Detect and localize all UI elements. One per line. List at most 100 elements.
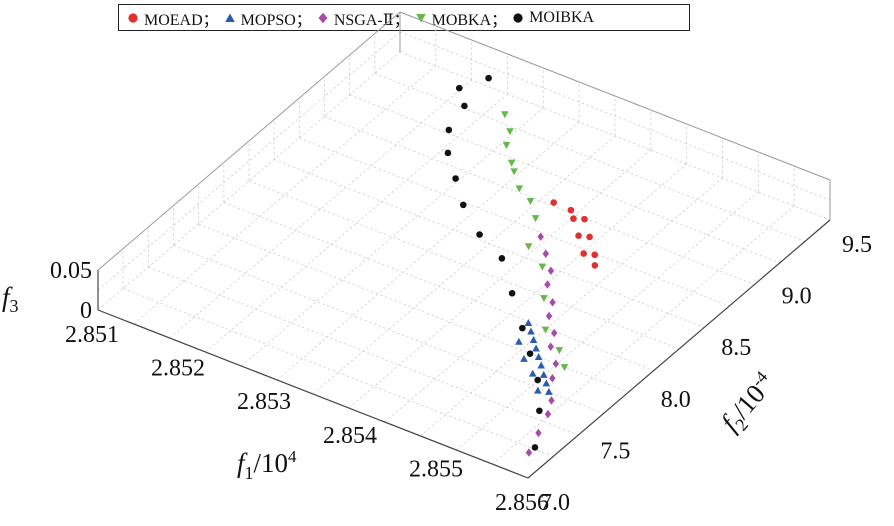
data-point-mopso (545, 387, 553, 395)
data-point-moead (567, 206, 575, 214)
data-point-moibka (534, 376, 542, 384)
data-point-moibka (498, 255, 506, 262)
data-point-nsga (542, 249, 549, 258)
data-point-mobka (540, 295, 548, 303)
floor-grid-line (241, 107, 544, 367)
side-top-edge (399, 11, 831, 181)
data-point-mopso (529, 336, 538, 343)
svg-text:f2/10-4: f2/10-4 (714, 367, 784, 440)
data-point-mopso (515, 337, 523, 345)
back-wall-grid-line (97, 31, 401, 291)
data-point-mopso (528, 369, 537, 377)
data-point-nsga (535, 428, 542, 438)
floor-grid-line (384, 163, 687, 423)
x-axis-label: f1/104 (237, 447, 297, 483)
grid (97, 12, 831, 479)
y-tick-label: 7.0 (540, 490, 570, 516)
data-point-nsga (548, 396, 555, 405)
y-axis-label: f2/10-4 (714, 367, 784, 440)
y-tick-label: 9.0 (782, 284, 812, 310)
x-tick-label: 2.855 (409, 456, 463, 482)
x-tick-label: 2.854 (323, 423, 377, 449)
data-point-moibka (459, 201, 467, 209)
data-points (444, 74, 599, 457)
floor-grid-line (456, 191, 759, 451)
data-point-mopso (524, 318, 533, 326)
floor-grid-line (198, 223, 629, 393)
y-tick-label: 8.0 (661, 387, 691, 413)
data-point-mobka (531, 215, 540, 223)
data-point-mopso (532, 344, 540, 352)
data-point-mobka (510, 168, 518, 176)
data-point-mobka (538, 263, 547, 271)
data-point-moibka (445, 126, 453, 134)
floor-grid-line (374, 73, 805, 242)
data-point-moibka (476, 231, 483, 238)
floor-grid-line (223, 202, 654, 371)
data-point-nsga (552, 359, 560, 368)
data-point-moibka (508, 289, 516, 297)
data-point-mopso (520, 354, 528, 362)
green-down-triangle-marker-icon (415, 13, 426, 22)
legend-label-nsga2: NSGA-Ⅱ； (333, 11, 410, 29)
data-point-mobka (526, 198, 535, 206)
data-point-moibka (485, 74, 492, 82)
data-point-nsga (544, 280, 551, 289)
data-point-nsga (545, 311, 553, 321)
side-wall-grid-line (399, 31, 831, 201)
y-tick-label: 9.5 (842, 232, 872, 258)
data-point-moead (591, 262, 599, 269)
floor-grid-line (299, 137, 730, 307)
legend-label-moead: MOEAD； (144, 11, 219, 29)
data-point-moibka (531, 444, 539, 451)
floor-grid-line (148, 266, 579, 436)
legend-item-nsga2: NSGA-Ⅱ； (317, 6, 410, 30)
axes-frame (97, 11, 831, 479)
legend-label-mobka: MOBKA； (431, 11, 508, 29)
blue-triangle-marker-icon (224, 13, 235, 22)
data-point-moibka (526, 350, 534, 357)
data-point-moead (570, 215, 577, 222)
x-axis-line (97, 309, 529, 479)
data-point-moead (580, 250, 587, 257)
floor-grid-line (274, 159, 705, 328)
data-point-moead (581, 215, 588, 223)
legend: MOEAD； MOPSO； NSGA-Ⅱ； MOBKA； MOIBKA (118, 4, 690, 31)
data-point-mobka (515, 185, 524, 193)
data-point-mopso (537, 361, 545, 369)
data-point-nsga (549, 298, 556, 307)
floor-grid-line (349, 94, 780, 264)
data-point-mopso (534, 353, 543, 361)
data-point-mopso (542, 379, 551, 387)
x-tick-label: 2.856 (495, 490, 549, 516)
data-point-mobka (541, 326, 550, 334)
legend-item-moead: MOEAD； (127, 6, 219, 30)
legend-item-mopso: MOPSO； (224, 6, 312, 30)
data-point-moibka (444, 149, 452, 157)
data-point-mobka (501, 111, 509, 119)
floor-grid-line (348, 149, 652, 409)
data-point-moibka (461, 102, 468, 110)
black-circle-marker-icon (513, 12, 523, 23)
data-point-mobka (507, 159, 516, 167)
back-top-edge (97, 11, 401, 271)
y-axis-line (527, 219, 831, 479)
data-point-moibka (455, 84, 463, 92)
legend-item-moibka: MOIBKA (512, 9, 594, 27)
data-point-mopso (539, 370, 548, 378)
x-tick-label: 2.852 (151, 356, 205, 382)
legend-label-mopso: MOPSO； (240, 11, 312, 29)
legend-item-mobka: MOBKA； (415, 6, 508, 30)
data-point-moead (586, 233, 593, 241)
data-point-mopso (534, 386, 542, 394)
data-point-nsga (551, 328, 558, 338)
data-point-moibka (519, 324, 526, 332)
floor-grid-line (491, 205, 795, 465)
data-point-nsga (544, 409, 552, 419)
z-tick-label: 0.05 (50, 258, 92, 284)
floor-grid-line (173, 245, 604, 414)
data-point-mobka (555, 347, 564, 355)
floor-grid-line (248, 180, 680, 350)
purple-diamond-marker-icon (318, 12, 328, 23)
y-tick-label: 7.5 (600, 438, 630, 464)
